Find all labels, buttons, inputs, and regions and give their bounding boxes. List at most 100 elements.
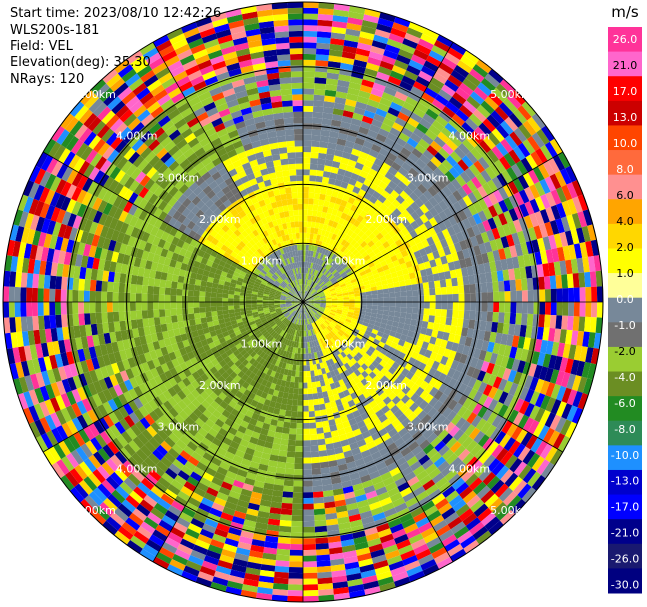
velocity-cell: [360, 356, 368, 364]
velocity-cell: [323, 255, 329, 263]
velocity-cell: [444, 512, 459, 525]
velocity-cell: [334, 285, 341, 290]
velocity-cell: [508, 194, 520, 209]
velocity-cell: [521, 101, 537, 117]
velocity-cell: [391, 65, 407, 76]
velocity-cell: [349, 323, 356, 329]
velocity-cell: [37, 274, 45, 289]
velocity-cell: [465, 151, 478, 165]
velocity-cell: [582, 378, 593, 395]
velocity-cell: [324, 320, 330, 326]
velocity-cell: [303, 509, 315, 516]
velocity-cell: [369, 265, 377, 272]
velocity-cell: [382, 314, 389, 320]
velocity-cell: [377, 66, 392, 76]
velocity-cell: [326, 148, 336, 156]
velocity-cell: [582, 209, 593, 226]
velocity-cell: [317, 326, 322, 332]
velocity-cell: [324, 402, 332, 410]
velocity-cell: [323, 431, 332, 439]
velocity-cell: [308, 268, 312, 275]
velocity-cell: [535, 440, 548, 456]
velocity-cell: [477, 393, 489, 406]
velocity-cell: [536, 129, 550, 145]
velocity-cell: [273, 577, 289, 585]
velocity-cell: [294, 451, 303, 458]
velocity-cell: [313, 276, 318, 283]
velocity-cell: [529, 184, 541, 199]
velocity-cell: [307, 285, 311, 292]
velocity-cell: [325, 212, 332, 220]
velocity-cell: [508, 382, 519, 396]
velocity-cell: [346, 243, 354, 251]
velocity-cell: [457, 383, 468, 395]
velocity-cell: [382, 198, 392, 208]
velocity-cell: [356, 244, 364, 252]
velocity-cell: [325, 318, 332, 324]
velocity-cell: [398, 544, 414, 556]
velocity-cell: [478, 349, 487, 361]
velocity-cell: [388, 560, 405, 571]
velocity-cell: [313, 269, 318, 276]
velocity-cell: [363, 352, 371, 360]
velocity-cell: [336, 85, 349, 94]
velocity-cell: [277, 542, 291, 550]
velocity-cell: [314, 300, 321, 302]
velocity-cell: [171, 315, 178, 323]
velocity-cell: [342, 45, 357, 54]
velocity-cell: [327, 273, 334, 279]
velocity-cell: [498, 291, 505, 302]
velocity-cell: [387, 262, 395, 269]
velocity-cell: [328, 274, 335, 281]
velocity-cell: [462, 195, 473, 207]
velocity-cell: [457, 432, 469, 445]
velocity-cell: [368, 345, 376, 353]
velocity-cell: [424, 393, 434, 404]
velocity-cell: [331, 240, 338, 248]
velocity-cell: [346, 222, 354, 230]
velocity-cell: [483, 330, 492, 342]
velocity-cell: [522, 417, 535, 432]
velocity-cell: [486, 441, 500, 455]
velocity-cell: [331, 388, 339, 396]
velocity-cell: [290, 543, 303, 551]
velocity-cell: [398, 48, 414, 60]
velocity-cell: [305, 312, 309, 319]
velocity-cell: [352, 112, 364, 121]
velocity-cell: [274, 571, 289, 579]
velocity-cell: [136, 275, 144, 286]
velocity-cell: [303, 520, 315, 527]
velocity-cell: [559, 260, 567, 275]
velocity-cell: [380, 228, 389, 237]
velocity-cell: [297, 394, 303, 401]
velocity-cell: [361, 164, 372, 174]
velocity-cell: [414, 173, 426, 184]
velocity-cell: [422, 113, 436, 125]
velocity-cell: [428, 315, 435, 323]
velocity-cell: [148, 317, 155, 327]
velocity-cell: [365, 311, 372, 317]
velocity-cell: [442, 485, 456, 499]
velocity-cell: [61, 276, 68, 290]
velocity-cell: [487, 132, 501, 146]
velocity-cell: [534, 181, 546, 197]
velocity-cell: [362, 264, 370, 271]
velocity-cell: [379, 533, 394, 544]
velocity-cell: [422, 282, 430, 290]
velocity-cell: [317, 392, 324, 399]
velocity-cell: [386, 461, 399, 472]
velocity-cell: [534, 339, 543, 353]
velocity-cell: [551, 341, 560, 356]
velocity-cell: [324, 263, 331, 270]
velocity-cell: [374, 565, 391, 576]
velocity-cell: [331, 233, 338, 241]
velocity-cell: [455, 503, 471, 517]
velocity-cell: [320, 315, 327, 321]
velocity-cell: [316, 565, 332, 573]
velocity-cell: [542, 160, 555, 177]
velocity-cell: [550, 204, 561, 220]
velocity-cell: [353, 287, 360, 292]
velocity-cell: [337, 303, 344, 307]
velocity-cell: [385, 512, 400, 523]
velocity-cell: [362, 390, 371, 399]
